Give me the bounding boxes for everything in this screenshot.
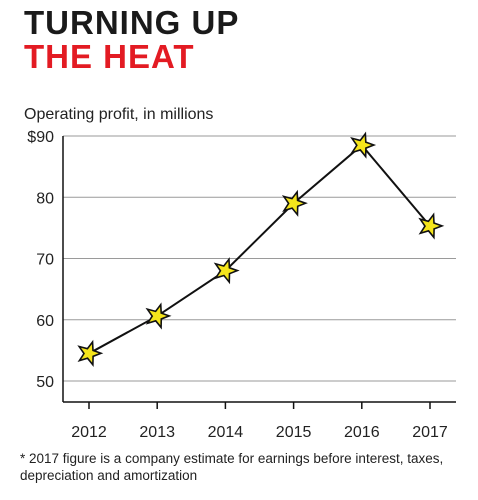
y-tick-label-60: 60 (36, 313, 54, 330)
y-tick-label-50: 50 (36, 374, 54, 391)
data-markers (77, 131, 445, 367)
x-tick-label-2013: 2013 (139, 424, 175, 441)
data-point-2013 (145, 302, 172, 330)
y-tick-label-80: 80 (36, 190, 54, 207)
x-tick-label-2012: 2012 (71, 424, 107, 441)
x-tick-labels: 2012 2013 2014 2015 2016 2017 (71, 424, 448, 441)
chart-title-line-1: TURNING UP (24, 4, 240, 41)
data-point-2012 (77, 339, 104, 367)
data-point-2016 (350, 131, 377, 159)
line-chart: 50 60 70 80 $90 2012 2013 2014 2015 2016 2017 (27, 129, 456, 441)
series-line (88, 143, 431, 355)
gridlines (63, 135, 456, 382)
data-point-2017 (418, 212, 445, 240)
data-point-2015 (281, 189, 308, 217)
x-tick-label-2014: 2014 (208, 424, 244, 441)
footnote: * 2017 figure is a company estimate for … (20, 451, 444, 483)
chart-title-line-2: THE HEAT (24, 38, 195, 75)
x-tick-label-2017: 2017 (412, 424, 448, 441)
y-tick-label-90: $90 (27, 129, 54, 146)
axes (62, 136, 456, 409)
data-point-2014 (213, 257, 240, 285)
x-tick-label-2016: 2016 (344, 424, 380, 441)
y-tick-label-70: 70 (36, 252, 54, 269)
series-line-path (88, 143, 431, 355)
y-axis-label: Operating profit, in millions (24, 106, 214, 123)
x-tick-label-2015: 2015 (276, 424, 312, 441)
y-tick-labels: 50 60 70 80 $90 (27, 129, 54, 391)
